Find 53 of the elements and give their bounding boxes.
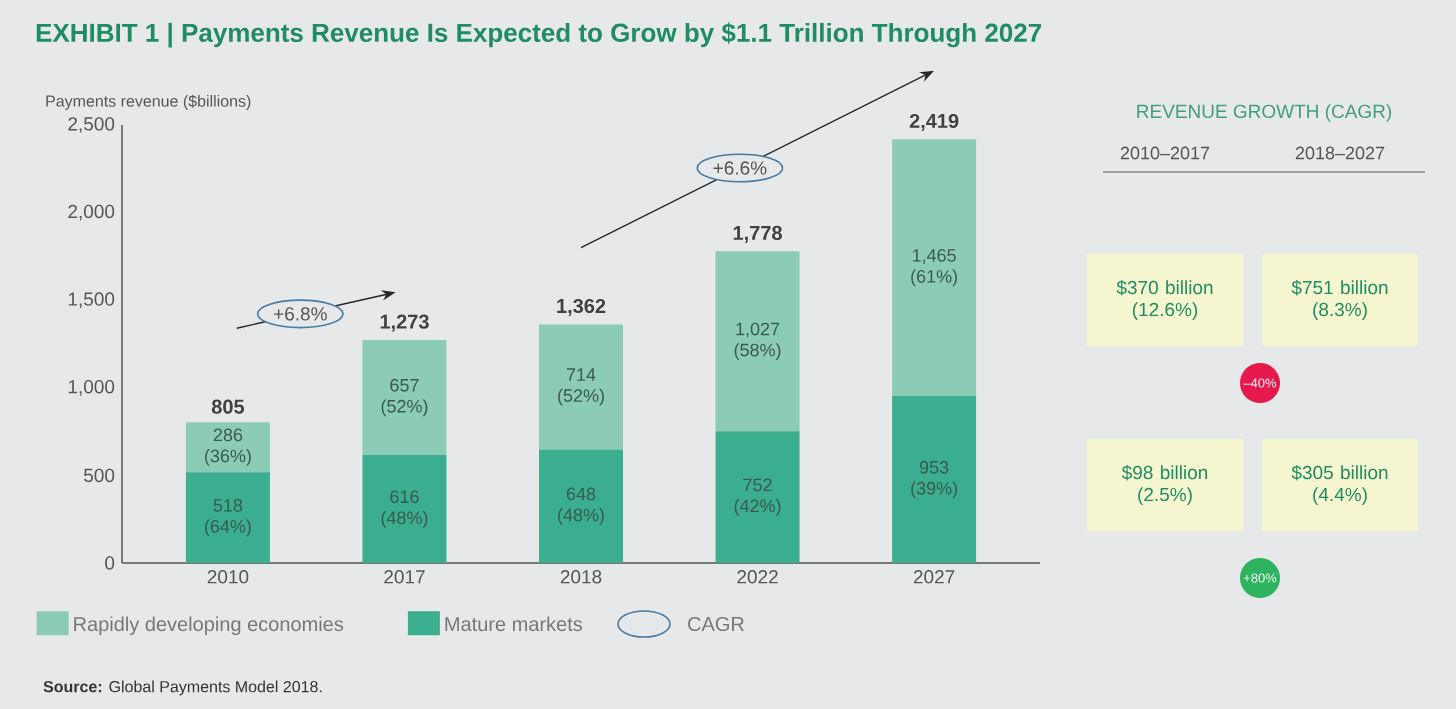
annotation: +6.8% [274, 307, 327, 321]
y-tick-label: 500 [83, 468, 115, 483]
data-label: 953 (39%) [911, 460, 957, 499]
x-tick-label: 2018 [560, 570, 602, 584]
bar [715, 251, 800, 432]
category-label: 2018–2027 [1295, 146, 1385, 160]
data-label: 286 (36%) [205, 428, 251, 466]
data-label: 1,027 (58%) [734, 322, 781, 360]
legend-label: Rapidly developing economies [74, 616, 344, 636]
bar [362, 455, 447, 563]
total-label: 2,419 [909, 113, 959, 131]
text: REVENUE GROWTH (CAGR) [1137, 104, 1392, 122]
category-label: 2010–2017 [1120, 146, 1210, 160]
data-label: 714 (52%) [558, 368, 604, 406]
y-tick-label: 0 [105, 556, 115, 570]
bar [539, 449, 624, 563]
total-label: 1,362 [557, 298, 606, 316]
y-tick-label: 2,500 [68, 117, 115, 133]
data-label: 1,465 (61%) [911, 249, 957, 287]
annotation: +6.6% [713, 161, 767, 175]
data-label: 518 (64%) [205, 498, 251, 537]
data-label: 752 (42%) [734, 478, 781, 516]
y-tick-label: 1,500 [68, 292, 115, 309]
bar [715, 431, 800, 563]
data-label: 616 (48%) [381, 490, 428, 528]
x-tick-label: 2010 [207, 570, 249, 584]
bar [185, 472, 270, 563]
chart-title: EXHIBIT 1 | Payments Revenue Is Expected to Grow by $1.1 Trillion Through 2027 [36, 22, 1042, 48]
bar [362, 339, 447, 456]
text: $305 billion (4.4%) [1291, 464, 1388, 505]
data-label: 657 (52%) [381, 378, 428, 417]
text: $98 billion (2.5%) [1121, 464, 1208, 505]
data-label: 648 (48%) [558, 487, 604, 525]
bar [892, 396, 977, 563]
y-tick-label: 1,000 [68, 379, 115, 396]
text: $751 billion (8.3%) [1291, 279, 1388, 320]
text: CAGR [688, 616, 744, 632]
total-label: 805 [211, 399, 245, 414]
bar [185, 422, 270, 473]
total-label: 1,778 [733, 225, 782, 243]
bar [892, 139, 977, 397]
x-tick-label: 2017 [384, 570, 425, 584]
bar [539, 324, 624, 450]
y-tick-label: 2,000 [68, 204, 115, 221]
text: $370 billion (12.6%) [1116, 279, 1213, 320]
x-tick-label: 2022 [737, 570, 778, 584]
y-axis-title: Payments revenue ($billions) [46, 94, 251, 110]
text: –40% [1243, 378, 1277, 388]
text: Source: Global Payments Model 2018. [43, 680, 322, 696]
text: +80% [1243, 573, 1277, 583]
legend-label: Mature markets [445, 616, 583, 632]
x-tick-label: 2027 [913, 570, 955, 584]
total-label: 1,273 [380, 314, 429, 332]
